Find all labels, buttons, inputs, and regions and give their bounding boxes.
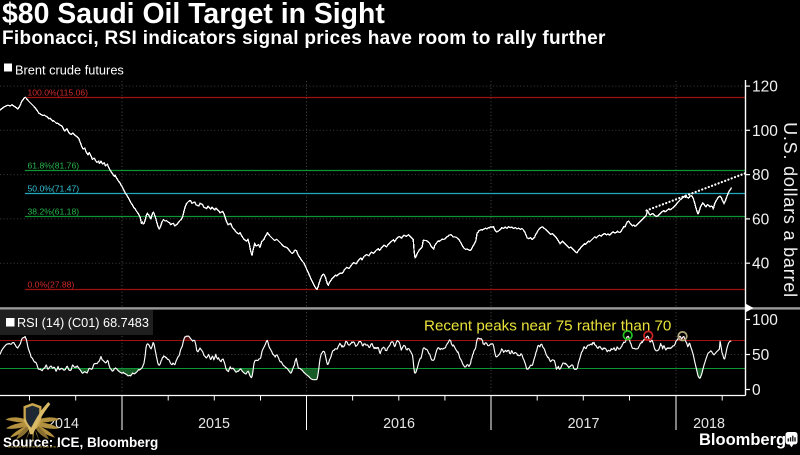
svg-text:2015: 2015 bbox=[198, 416, 230, 432]
svg-text:2018: 2018 bbox=[693, 416, 725, 432]
svg-text:Brent crude futures: Brent crude futures bbox=[15, 63, 124, 78]
svg-text:0: 0 bbox=[752, 382, 761, 399]
svg-text:50.0%(71.47): 50.0%(71.47) bbox=[28, 184, 80, 194]
svg-text:60: 60 bbox=[752, 211, 770, 228]
svg-text:100.0%(115.06): 100.0%(115.06) bbox=[28, 88, 89, 98]
svg-text:Source: ICE, Bloomberg: Source: ICE, Bloomberg bbox=[3, 435, 158, 450]
svg-text:Fibonacci, RSI indicators sign: Fibonacci, RSI indicators signal prices … bbox=[2, 28, 606, 49]
svg-text:40: 40 bbox=[752, 256, 770, 273]
svg-text:Bloomberg: Bloomberg bbox=[699, 431, 786, 449]
svg-text:80: 80 bbox=[752, 167, 770, 184]
svg-text:100: 100 bbox=[752, 123, 778, 140]
svg-text:2017: 2017 bbox=[568, 416, 600, 432]
svg-text:61.8%(81.76): 61.8%(81.76) bbox=[28, 161, 80, 171]
svg-text:100: 100 bbox=[752, 312, 778, 329]
svg-text:RSI (14) (C01) 68.7483: RSI (14) (C01) 68.7483 bbox=[17, 316, 149, 330]
svg-text:0.0%(27.88): 0.0%(27.88) bbox=[28, 280, 75, 290]
svg-text:$80 Saudi Oil Target in Sight: $80 Saudi Oil Target in Sight bbox=[2, 0, 385, 30]
svg-text:50: 50 bbox=[752, 347, 770, 364]
svg-text:2016: 2016 bbox=[383, 416, 415, 432]
svg-text:U.S. dollars a barrel: U.S. dollars a barrel bbox=[780, 122, 800, 298]
svg-text:38.2%(61.18): 38.2%(61.18) bbox=[28, 207, 80, 217]
svg-text:Recent peaks near 75 rather th: Recent peaks near 75 rather than 70 bbox=[424, 318, 671, 335]
svg-text:120: 120 bbox=[752, 79, 778, 96]
